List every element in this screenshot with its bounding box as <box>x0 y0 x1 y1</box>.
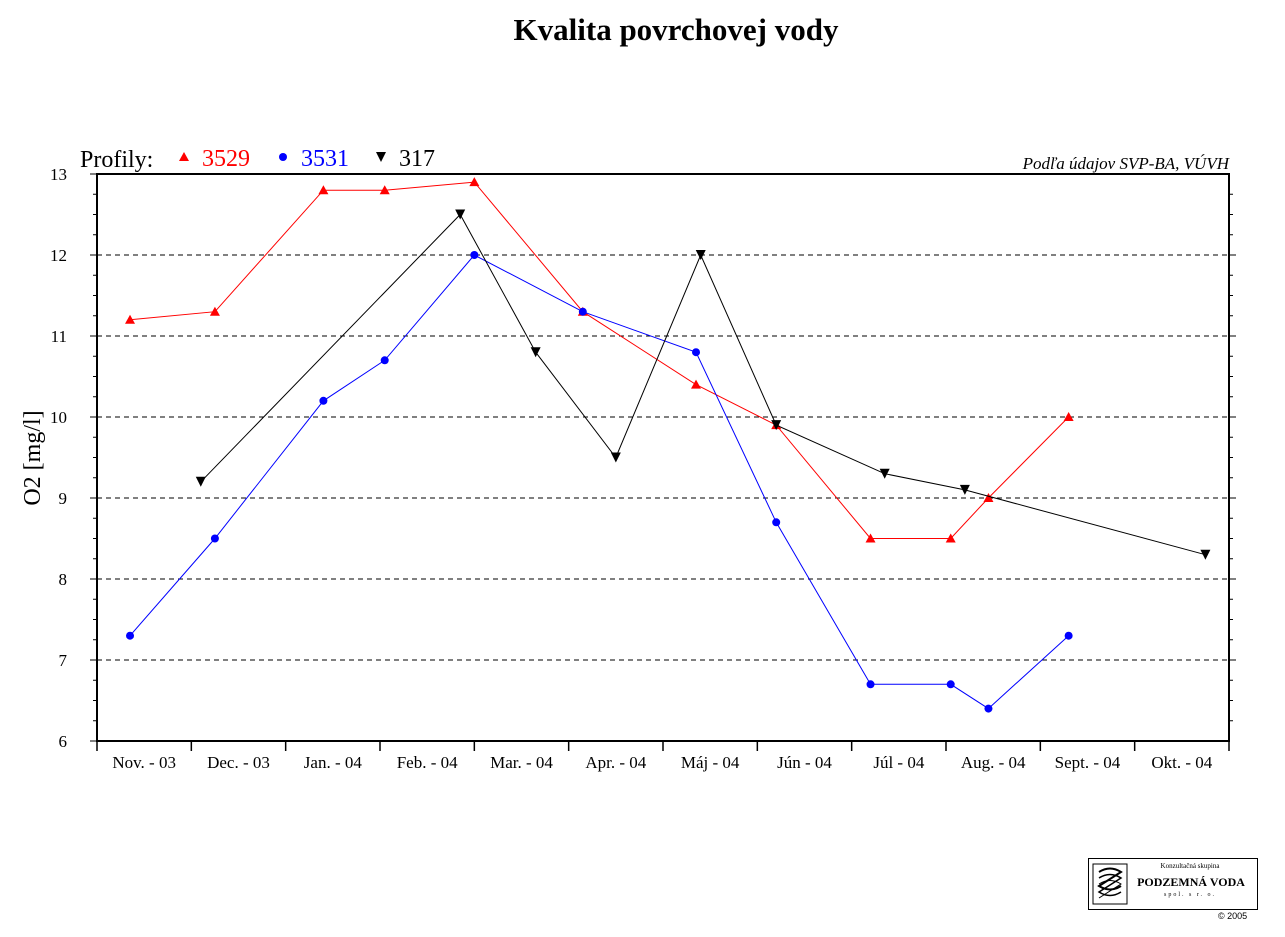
series-layer <box>125 177 1211 713</box>
x-tick-label: Feb. - 04 <box>397 753 458 772</box>
x-tick-label: Júl - 04 <box>873 753 925 772</box>
data-point <box>1064 631 1073 640</box>
data-point <box>318 185 329 195</box>
chart-title: Kvalita povrchovej vody <box>514 12 839 47</box>
series-line-3531 <box>129 254 1069 710</box>
series-317 <box>195 209 1211 560</box>
data-point <box>578 307 587 316</box>
series-line-3529 <box>129 181 1069 539</box>
x-tick-label: Aug. - 04 <box>961 753 1026 772</box>
data-point <box>879 468 890 479</box>
y-tick-label: 8 <box>59 570 68 589</box>
legend-marker <box>279 153 287 161</box>
data-point <box>945 533 956 543</box>
y-axis-label: O2 [mg/l] <box>20 410 46 505</box>
data-point <box>984 704 993 713</box>
gridlines <box>97 254 1229 661</box>
source-note: Podľa údajov SVP-BA, VÚVH <box>1022 154 1231 173</box>
groundwater-wave-logo-icon <box>1092 863 1128 905</box>
x-tick-label: Nov. - 03 <box>112 753 176 772</box>
y-tick-label: 13 <box>50 165 67 184</box>
legend-entries: 3529 3531 317 <box>179 146 435 172</box>
legend-label: 317 <box>399 146 435 172</box>
data-point <box>1063 412 1074 421</box>
legend: Profily: 3529 3531 317 <box>80 146 435 173</box>
y-tick-labels: 6 7 8 9 10 11 12 13 <box>50 165 68 751</box>
data-point <box>866 680 875 689</box>
legend-entry-317: 317 <box>376 146 435 172</box>
data-point <box>865 533 876 543</box>
data-point <box>125 314 136 324</box>
data-point <box>959 484 970 495</box>
axes <box>90 173 1236 751</box>
y-tick-label: 9 <box>59 489 68 508</box>
x-tick-labels: Nov. - 03 Dec. - 03 Jan. - 04 Feb. - 04 Mar.… <box>112 753 1212 772</box>
data-point <box>469 177 480 187</box>
legend-label: 3531 <box>301 146 349 172</box>
copyright-text: © 2005 <box>1218 911 1248 921</box>
data-point <box>771 420 782 431</box>
company-logo: Konzultačná skupina PODZEMNÁ VODA spol. … <box>1088 858 1258 910</box>
data-point <box>319 396 328 405</box>
legend-entry-3531: 3531 <box>279 146 349 172</box>
y-tick-label: 12 <box>50 246 67 265</box>
data-point <box>946 680 955 689</box>
x-tick-label: Dec. - 03 <box>207 753 270 772</box>
data-point <box>692 348 701 357</box>
data-point <box>691 379 702 389</box>
y-tick-label: 10 <box>50 408 67 427</box>
x-tick-label: Jún - 04 <box>777 753 832 772</box>
legend-label: 3529 <box>202 146 250 172</box>
data-point <box>126 631 135 640</box>
legend-entry-3529: 3529 <box>179 146 250 172</box>
data-point <box>379 185 390 195</box>
data-point <box>772 518 781 527</box>
data-point <box>380 356 389 365</box>
series-3529 <box>125 177 1074 543</box>
logo-top-text: Konzultačná skupina <box>1160 862 1220 870</box>
x-tick-label: Máj - 04 <box>681 753 740 772</box>
y-tick-label: 11 <box>51 327 67 346</box>
x-tick-label: Sept. - 04 <box>1055 753 1121 772</box>
series-line-317 <box>200 213 1206 556</box>
y-tick-label: 6 <box>59 732 68 751</box>
legend-marker <box>179 152 189 161</box>
data-point <box>209 306 220 316</box>
data-point <box>530 347 541 358</box>
x-tick-label: Apr. - 04 <box>585 753 646 772</box>
logo-sub-text: spol. s r. o. <box>1163 892 1216 898</box>
data-point <box>470 251 479 259</box>
legend-prefix: Profily: <box>80 147 153 173</box>
x-tick-label: Mar. - 04 <box>490 753 553 772</box>
series-3531 <box>126 251 1073 713</box>
data-point <box>195 476 206 487</box>
logo-company-name: PODZEMNÁ VODA <box>1137 875 1245 889</box>
data-point <box>610 452 621 463</box>
data-point <box>455 209 466 220</box>
data-point <box>695 250 706 260</box>
data-point <box>1200 549 1211 560</box>
data-point <box>210 534 219 543</box>
x-tick-label: Jan. - 04 <box>304 753 363 772</box>
plot-frame <box>96 173 1230 742</box>
y-tick-label: 7 <box>59 651 68 670</box>
x-tick-label: Okt. - 04 <box>1151 753 1212 772</box>
legend-marker <box>376 152 386 162</box>
data-point <box>983 493 994 502</box>
